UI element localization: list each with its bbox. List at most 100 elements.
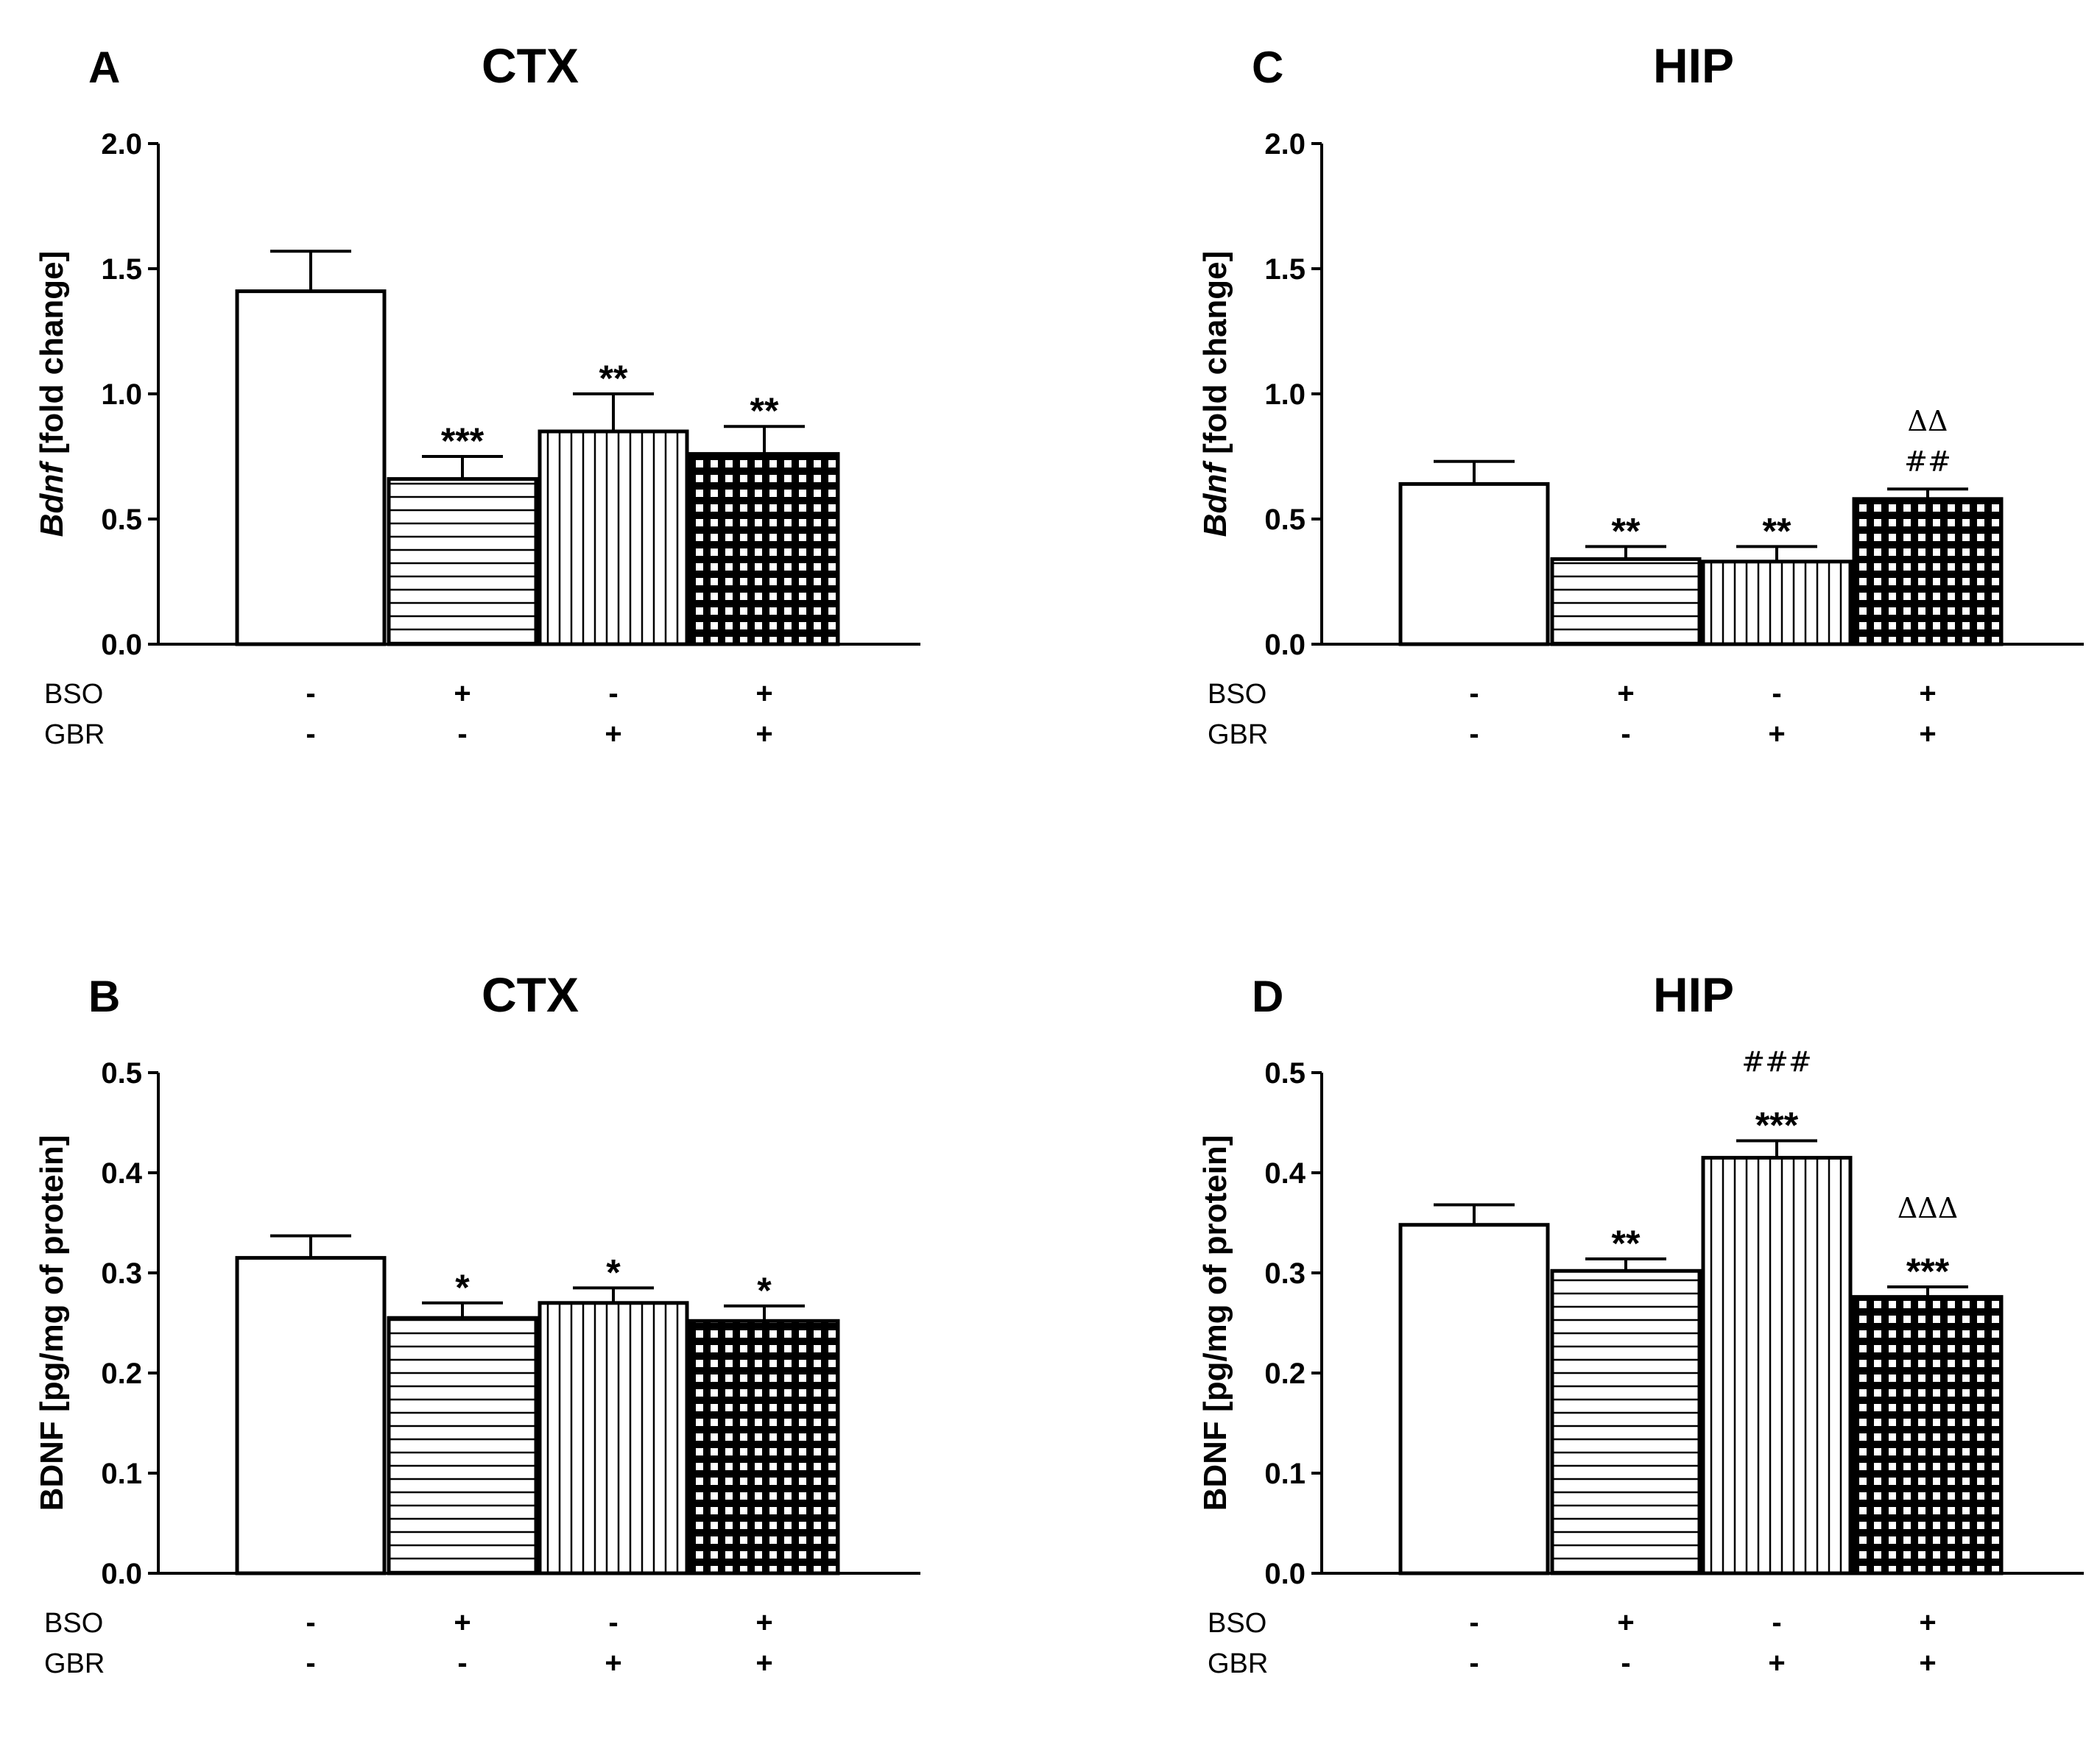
significance-label: ΔΔΔ [1898,1192,1958,1224]
factor-sign-bso: + [1919,1606,1936,1639]
factor-sign-gbr: - [306,718,315,750]
bar-2 [387,1316,538,1575]
factor-sign-bso: + [755,677,772,710]
factor-sign-gbr: - [1469,1647,1479,1679]
factor-sign-bso: - [1469,1606,1479,1639]
y-tick-label: 0.0 [1264,1558,1306,1590]
factor-label-gbr: GBR [1208,1648,1268,1679]
factor-sign-bso: + [454,677,471,710]
bar-2 [1550,557,1702,646]
bar-4 [688,1319,840,1575]
bar-4 [1852,1295,2004,1575]
y-tick-label: 0.4 [101,1157,142,1190]
y-tick-label: 0.5 [1264,1057,1306,1090]
bar-1 [1398,1223,1550,1575]
factor-sign-bso: + [1617,1606,1634,1639]
factor-sign-bso: + [755,1606,772,1639]
y-tick-label: 0.1 [101,1458,142,1490]
factor-sign-gbr: + [755,718,772,750]
y-tick-label: 0.5 [101,504,142,536]
factor-sign-gbr: + [1919,1647,1936,1679]
bar-1 [1398,481,1550,646]
factor-sign-gbr: + [755,1647,772,1679]
y-tick-label: 0.0 [101,1558,142,1590]
significance-label: ** [750,390,779,431]
chart-title: CTX [482,967,579,1022]
significance-label: ## [1904,445,1951,478]
y-tick-label: 0.5 [1264,504,1306,536]
factor-sign-bso: + [454,1606,471,1639]
significance-label: ** [1763,510,1791,551]
y-tick-label: 1.0 [1264,378,1306,411]
y-tick-label: 0.5 [101,1057,142,1090]
factor-label-gbr: GBR [44,1648,105,1679]
y-tick-label: 0.3 [101,1257,142,1290]
significance-label: ### [1741,1045,1812,1078]
significance-label: *** [441,420,485,462]
y-tick-label: 0.2 [101,1358,142,1390]
factor-sign-bso: - [608,1606,618,1639]
factor-label-bso: BSO [44,1608,103,1639]
factor-sign-bso: - [1772,677,1781,710]
panel-letter: C [1252,43,1283,92]
factor-sign-gbr: + [605,1647,621,1679]
y-axis-label: BDNF [pg/mg of protein] [34,1135,70,1511]
factor-label-bso: BSO [44,679,103,710]
factor-sign-bso: + [1617,677,1634,710]
chart-panel-b: B CTX BDNF [pg/mg of protein] 0.0 0.1 0.2 0.3 0… [0,929,957,1761]
significance-label: ** [1612,1223,1641,1264]
factor-sign-bso: - [1772,1606,1781,1639]
chart-svg-a: A CTX Bdnf [fold change] 0.0 0.5 1.0 1.5 2.0 - - *… [34,38,920,750]
y-axis-label: Bdnf [fold change] [34,251,70,537]
bar-3 [538,1301,689,1575]
factor-sign-gbr: - [1621,718,1630,750]
significance-label: * [455,1267,470,1308]
significance-label: *** [1755,1104,1799,1146]
chart-svg-d: D HIP BDNF [pg/mg of protein] 0.0 0.1 0.2 0.3 0… [1197,967,2084,1679]
chart-svg-b: B CTX BDNF [pg/mg of protein] 0.0 0.1 0.2 0.3 0… [34,967,920,1679]
factor-sign-gbr: + [605,718,621,750]
y-tick-label: 1.5 [101,253,142,286]
significance-label: ** [599,358,628,399]
y-tick-label: 0.1 [1264,1458,1306,1490]
factor-label-bso: BSO [1208,679,1266,710]
factor-sign-gbr: + [1768,1647,1785,1679]
bar-3 [1701,560,1853,646]
factor-sign-bso: - [306,1606,315,1639]
factor-label-gbr: GBR [1208,719,1268,750]
y-tick-label: 1.5 [1264,253,1306,286]
chart-panel-c: C HIP Bdnf [fold change] 0.0 0.5 1.0 1.5 2.0 - - *… [1163,0,2100,832]
bar-4 [688,452,840,646]
y-tick-label: 2.0 [101,128,142,160]
significance-label: * [606,1252,621,1293]
factor-label-bso: BSO [1208,1608,1266,1639]
bar-1 [235,289,387,646]
factor-sign-bso: + [1919,677,1936,710]
significance-label: ** [1612,510,1641,551]
chart-title: HIP [1653,967,1734,1022]
factor-sign-gbr: - [457,1647,467,1679]
factor-sign-bso: - [306,677,315,710]
significance-label: *** [1906,1251,1950,1292]
y-tick-label: 1.0 [101,378,142,411]
factor-sign-gbr: - [457,718,467,750]
chart-title: CTX [482,38,579,93]
bar-4 [1852,497,2004,646]
y-tick-label: 0.2 [1264,1358,1306,1390]
bar-3 [538,429,689,646]
bar-3 [1701,1156,1853,1575]
y-axis-label: BDNF [pg/mg of protein] [1197,1135,1233,1511]
chart-svg-c: C HIP Bdnf [fold change] 0.0 0.5 1.0 1.5 2.0 - - *… [1197,38,2084,750]
factor-sign-gbr: + [1919,718,1936,750]
bar-1 [235,1256,387,1575]
chart-panel-a: A CTX Bdnf [fold change] 0.0 0.5 1.0 1.5 2.0 - - *… [0,0,957,832]
factor-sign-gbr: - [1621,1647,1630,1679]
panel-letter: D [1252,972,1283,1021]
y-tick-label: 0.3 [1264,1257,1306,1290]
panel-letter: B [88,972,120,1021]
y-tick-label: 0.0 [101,629,142,661]
factor-sign-gbr: - [1469,718,1479,750]
bar-2 [387,477,538,646]
chart-title: HIP [1653,38,1734,93]
factor-sign-gbr: + [1768,718,1785,750]
